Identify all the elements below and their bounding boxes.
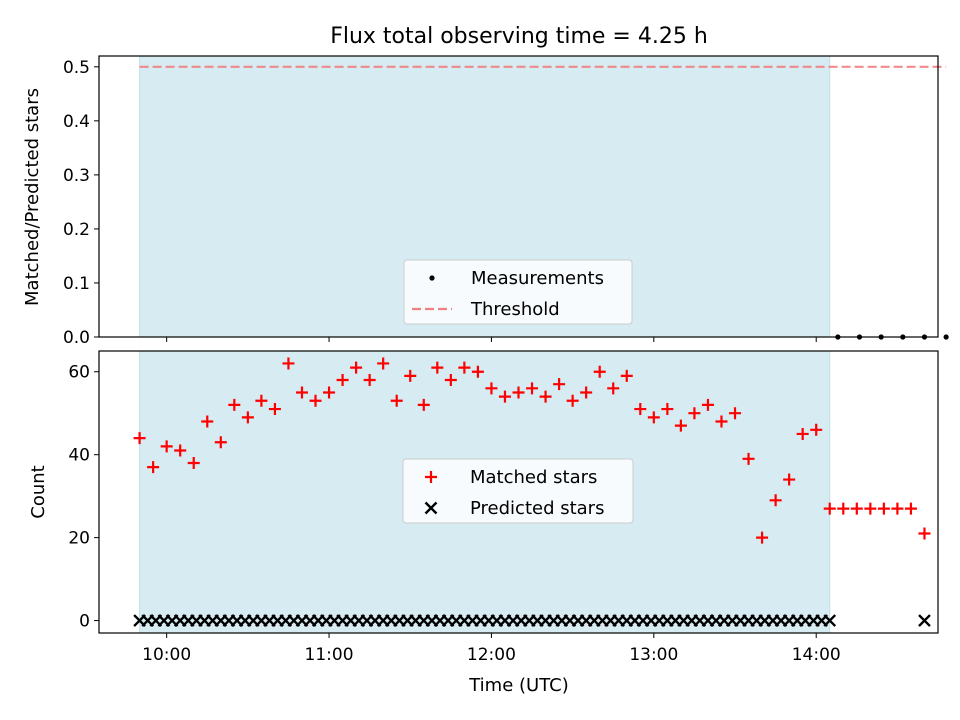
count-legend: Matched stars Predicted stars [402,458,634,524]
matched-star-point [647,411,660,424]
count-y-tick-label: 60 [68,363,90,383]
matched-star-point [904,502,917,515]
matched-star-point [377,357,390,370]
ratio-panel: 0.0 0.1 0.2 0.3 0.4 0.5 Measurements Threshold [63,55,949,348]
x-tick-label: 14:00 [792,645,841,665]
matched-star-point [864,502,877,515]
matched-star-point [336,374,349,387]
predicted-star-point [918,614,931,627]
matched-star-point [431,361,444,374]
matched-star-point [729,407,742,420]
matched-star-point [282,357,295,370]
matched-star-point [715,415,728,428]
matched-star-point [404,369,417,382]
matched-star-point [593,365,606,378]
matched-star-point [390,394,403,407]
matched-star-point [187,456,200,469]
matched-star-point [295,386,308,399]
matched-star-point [228,398,241,411]
count-y-tick-label: 20 [68,529,90,549]
x-axis-label: Time (UTC) [468,675,569,696]
matched-star-point [661,403,674,416]
matched-star-point [810,423,823,436]
matched-star-point [485,382,498,395]
matched-star-point [458,361,471,374]
ratio-y-tick-label: 0.5 [63,58,90,78]
legend-box [403,259,633,325]
legend-box [402,458,634,524]
matched-star-point [918,527,931,540]
matched-star-point [512,386,525,399]
count-y-tick-label: 0 [79,612,90,632]
matched-star-point [634,403,647,416]
chart-title: Flux total observing time = 4.25 h [330,24,708,49]
matched-star-point [769,494,782,507]
matched-star-point [620,369,633,382]
count-panel: 0 20 40 60 10:00 11:00 12:00 13:00 14:00 Matched … [68,350,939,665]
matched-star-point [674,419,687,432]
matched-star-point [783,473,796,486]
matched-star-point [350,361,363,374]
ratio-y-tick-label: 0.2 [63,220,90,240]
bottom-y-axis-label: Count [28,465,49,518]
x-tick-label: 11:00 [305,645,354,665]
legend-predicted-swatch [424,501,438,515]
matched-star-point [174,444,187,457]
matched-star-point [268,403,281,416]
matched-star-point [796,427,809,440]
legend-label: Measurements [471,268,604,289]
matched-star-point [255,394,268,407]
matched-star-point [823,502,836,515]
matched-star-point [701,398,714,411]
matched-star-point [742,452,755,465]
matched-star-point [580,386,593,399]
ratio-y-tick-label: 0.0 [63,328,90,348]
legend-matched-swatch [425,471,437,483]
count-frame [98,350,939,634]
legend-label: Threshold [470,299,560,320]
ratio-frame [98,55,939,338]
matched-star-point [566,394,579,407]
matched-star-point [323,386,336,399]
predicted-star-point [823,614,837,627]
top-y-axis-label: Matched/Predicted stars [22,88,43,306]
matched-star-point [214,436,227,449]
matched-star-point [850,502,863,515]
matched-star-point [526,382,539,395]
matched-star-point [553,378,566,391]
matched-star-point [133,432,146,445]
matched-star-point [160,440,173,453]
matched-star-point [756,531,769,544]
matched-star-point [201,415,214,428]
matched-star-point [309,394,322,407]
x-tick-label: 12:00 [467,645,516,665]
matched-star-point [539,390,552,403]
matched-star-point [688,407,701,420]
ratio-y-tick-label: 0.3 [63,166,90,186]
legend-label: Predicted stars [470,498,604,519]
ratio-y-tick-label: 0.4 [63,112,90,132]
matched-star-point [877,502,890,515]
matched-star-point [471,365,484,378]
matched-star-point [891,502,904,515]
matched-star-point [363,374,376,387]
matched-star-point [417,398,430,411]
count-y-tick-label: 40 [68,446,90,466]
matched-star-point [837,502,850,515]
matched-star-point [444,374,457,387]
ratio-y-tick-label: 0.1 [63,274,90,294]
ratio-legend: Measurements Threshold [403,259,633,325]
measurement-point [943,334,949,340]
matched-star-point [147,461,160,474]
matched-star-point [607,382,620,395]
matched-star-point [498,390,511,403]
legend-measurement-swatch [429,275,435,281]
matched-star-point [241,411,254,424]
x-tick-label: 10:00 [142,645,191,665]
x-tick-label: 13:00 [629,645,678,665]
legend-label: Matched stars [470,467,597,488]
